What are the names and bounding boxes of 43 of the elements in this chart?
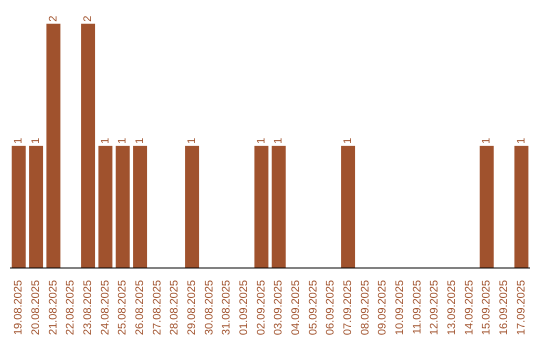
data-label: 1 [134, 138, 146, 144]
x-tick-label: 20.08.2025 [30, 280, 42, 336]
x-tick-label: 21.08.2025 [47, 280, 60, 336]
data-label: 1 [342, 138, 354, 144]
x-tick-label: 27.08.2025 [151, 280, 164, 336]
data-label: 1 [272, 138, 285, 144]
data-label: 2 [82, 16, 94, 22]
x-tick-label: 04.09.2025 [290, 280, 302, 336]
x-tick-label: 31.08.2025 [220, 280, 233, 336]
x-tick-label: 06.09.2025 [324, 280, 337, 336]
x-tick-label: 12.09.2025 [428, 280, 441, 336]
x-tick-label: 26.08.2025 [134, 280, 146, 336]
x-tick-label: 01.09.2025 [238, 280, 250, 336]
x-tick-label: 24.08.2025 [99, 280, 112, 336]
x-tick-label: 05.09.2025 [307, 280, 320, 336]
x-tick-label: 13.09.2025 [446, 280, 458, 336]
x-tick-label: 10.09.2025 [394, 280, 406, 336]
x-tick-label: 25.08.2025 [116, 280, 129, 336]
x-tick-label: 07.09.2025 [342, 280, 354, 336]
data-label: 2 [47, 16, 60, 22]
x-tick-label: 11.09.2025 [411, 280, 424, 334]
x-tick-label: 15.09.2025 [480, 280, 493, 336]
data-label: 1 [255, 138, 268, 144]
x-tick-label: 19.08.2025 [12, 280, 25, 336]
x-tick-label: 30.08.2025 [203, 280, 216, 336]
data-label: 1 [515, 138, 528, 144]
x-tick-label: 14.09.2025 [463, 280, 476, 336]
x-tick-label: 17.09.2025 [515, 280, 528, 336]
data-label: 1 [480, 138, 493, 144]
data-label: 1 [30, 138, 42, 144]
x-tick-label: 23.08.2025 [82, 280, 94, 336]
x-tick-label: 03.09.2025 [272, 280, 285, 336]
x-tick-label: 29.08.2025 [186, 280, 198, 336]
data-label: 1 [99, 138, 112, 144]
x-tick-label: 16.09.2025 [498, 280, 510, 336]
x-tick-label: 02.09.2025 [255, 280, 268, 336]
x-tick-label: 08.09.2025 [359, 280, 372, 336]
x-tick-label: 09.09.2025 [376, 280, 389, 336]
x-tick-label: 28.08.2025 [168, 280, 181, 336]
data-label: 1 [186, 138, 198, 144]
x-tick-label: 22.08.2025 [64, 280, 77, 336]
data-label: 1 [12, 138, 25, 144]
data-label: 1 [116, 138, 129, 144]
